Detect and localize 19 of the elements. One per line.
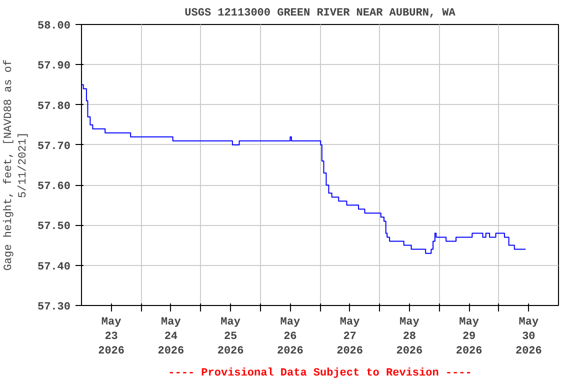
y-tick-label: 57.80 (37, 100, 71, 113)
y-tick-label: 57.30 (37, 302, 71, 314)
text: ---- Provisional Data Subject to Revision ---- (168, 368, 472, 380)
y-tick-label: 57.40 (37, 261, 71, 274)
chart-title: USGS 12113000 GREEN RIVER NEAR AUBURN, WA (184, 8, 456, 20)
x-tick-label: May 23 2026 (98, 316, 125, 358)
y-axis-title: Gage height, feet, [NAVD88 as of 5/11/2021] (3, 59, 30, 271)
x-tick-label: May 24 2026 (158, 316, 184, 358)
x-tick-label: May 29 2026 (456, 316, 482, 358)
x-tick-label: May 25 2026 (217, 316, 244, 358)
x-tick-label: May 28 2026 (396, 316, 423, 358)
x-tick-label: May 27 2026 (336, 316, 364, 358)
y-tick-label: 57.60 (37, 181, 71, 194)
x-tick-label: May 26 2026 (276, 316, 304, 358)
x-tick-label: May 30 2026 (515, 316, 542, 358)
y-tick-label: 57.50 (37, 221, 71, 234)
y-tick-label: 58.00 (37, 20, 71, 32)
y-tick-label: 57.90 (37, 60, 71, 73)
y-tick-label: 57.70 (37, 140, 71, 153)
